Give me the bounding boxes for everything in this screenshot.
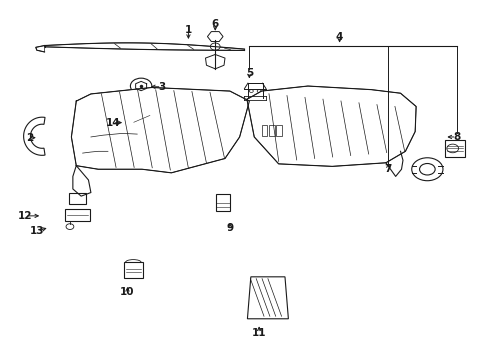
Polygon shape	[71, 87, 249, 173]
Polygon shape	[247, 277, 288, 319]
Circle shape	[419, 163, 434, 175]
FancyBboxPatch shape	[445, 140, 464, 157]
Text: 10: 10	[120, 287, 135, 297]
Text: 1: 1	[184, 25, 192, 35]
Text: 8: 8	[452, 132, 459, 142]
Polygon shape	[44, 43, 244, 50]
FancyBboxPatch shape	[69, 193, 86, 204]
Polygon shape	[23, 117, 45, 155]
Circle shape	[411, 158, 442, 181]
Polygon shape	[36, 45, 44, 52]
Text: 14: 14	[105, 118, 120, 128]
Circle shape	[210, 43, 220, 50]
Circle shape	[130, 78, 152, 94]
Text: 3: 3	[158, 82, 165, 92]
Polygon shape	[127, 113, 156, 125]
Polygon shape	[246, 86, 415, 166]
Polygon shape	[207, 32, 223, 41]
Text: 7: 7	[384, 164, 391, 174]
Text: 6: 6	[211, 19, 219, 29]
FancyBboxPatch shape	[124, 262, 142, 278]
Circle shape	[66, 224, 74, 229]
Text: 9: 9	[226, 224, 233, 233]
FancyBboxPatch shape	[269, 126, 275, 136]
FancyBboxPatch shape	[216, 194, 229, 211]
Circle shape	[249, 90, 253, 93]
Text: 12: 12	[18, 211, 32, 221]
FancyBboxPatch shape	[65, 210, 90, 221]
Text: 4: 4	[335, 32, 343, 41]
Text: 2: 2	[26, 133, 34, 143]
FancyBboxPatch shape	[276, 126, 282, 136]
Text: 11: 11	[251, 328, 266, 338]
Text: 13: 13	[30, 226, 44, 236]
Circle shape	[446, 144, 458, 153]
FancyBboxPatch shape	[261, 126, 267, 136]
Text: 5: 5	[245, 68, 252, 78]
Circle shape	[257, 90, 261, 93]
